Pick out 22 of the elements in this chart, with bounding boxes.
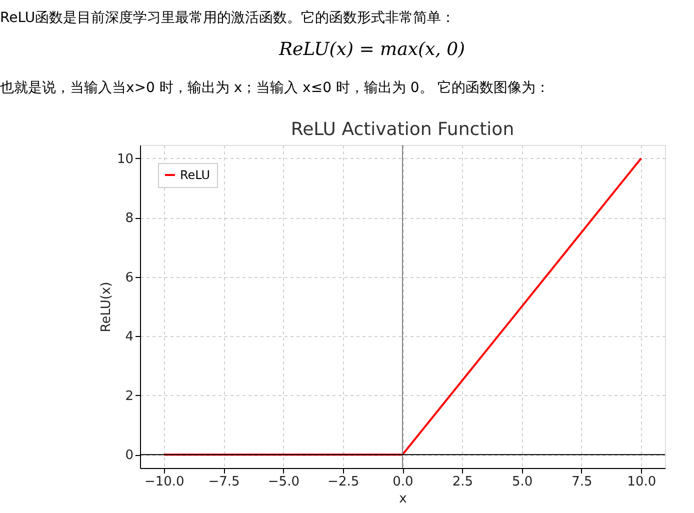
y-tick-label: 10 — [116, 152, 134, 167]
x-tick-label: 7.5 — [572, 474, 592, 490]
legend-label: ReLU — [180, 168, 210, 182]
y-axis-title: ReLU(x) — [98, 282, 114, 332]
y-tick-label: 2 — [125, 388, 134, 404]
chart-title: ReLU Activation Function — [290, 119, 514, 140]
x-tick-label: −2.5 — [328, 474, 360, 490]
x-tick-label: −10.0 — [144, 474, 184, 490]
text: ReLU(x) = max(x, 0) — [278, 39, 466, 60]
x-tick-label: 10.0 — [627, 474, 656, 490]
x-tick-label: −7.5 — [208, 474, 240, 490]
text: 也就是说，当输入当x>0 时，输出为 x；当输入 x≤0 时，输出为 0。 它的函数图像为： — [0, 80, 550, 96]
y-tick-label: 4 — [125, 330, 134, 345]
x-tick-label: 0.0 — [392, 474, 414, 490]
y-tick-label: 8 — [125, 211, 134, 226]
x-tick-label: −5.0 — [268, 474, 300, 490]
text: ReLU函数是目前深度学习里最常用的激活函数。它的函数形式非常简单： — [0, 10, 456, 26]
y-tick-label: 6 — [125, 270, 134, 286]
y-tick-label: 0 — [125, 448, 134, 464]
x-tick-label: 2.5 — [452, 474, 474, 490]
x-axis-title: x — [399, 492, 408, 506]
x-tick-label: 5.0 — [512, 474, 533, 490]
